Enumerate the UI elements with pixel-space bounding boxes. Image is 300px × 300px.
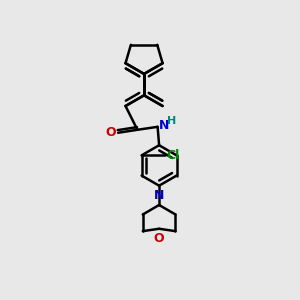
Text: N: N: [159, 119, 169, 132]
Text: Cl: Cl: [167, 149, 180, 162]
Text: O: O: [154, 232, 164, 245]
Text: H: H: [167, 116, 176, 127]
Text: O: O: [105, 126, 116, 139]
Text: N: N: [154, 189, 164, 202]
